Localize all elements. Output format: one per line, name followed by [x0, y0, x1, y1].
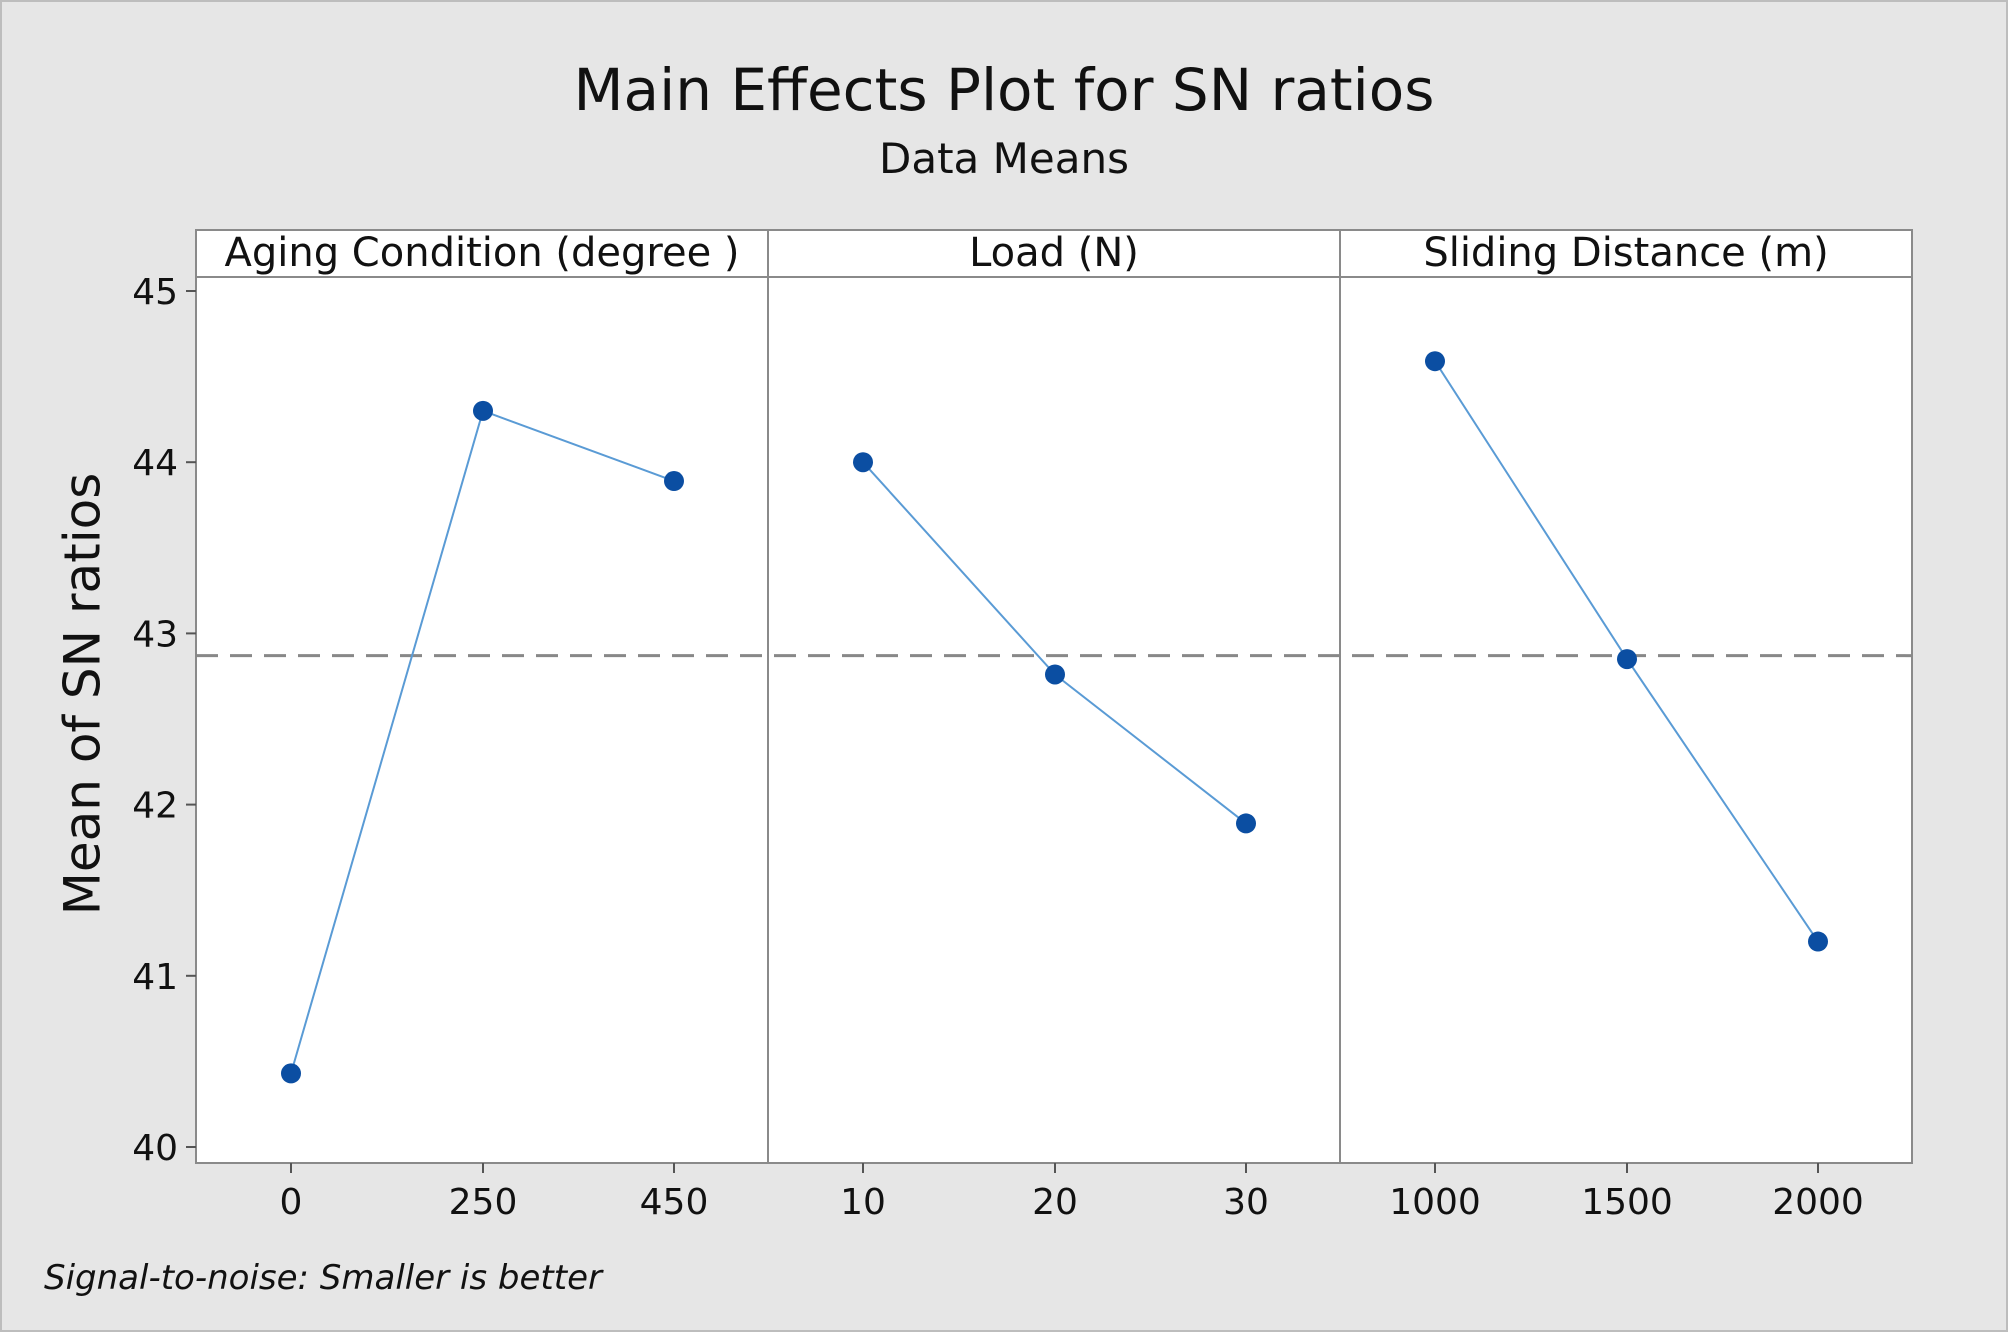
data-point: [1617, 649, 1637, 670]
data-point: [1425, 351, 1445, 372]
footnote: Signal-to-noise: Smaller is better: [44, 1258, 602, 1298]
x-tick-label: 0: [280, 1182, 303, 1223]
panel-title: Load (N): [969, 230, 1139, 276]
panel-title: Sliding Distance (m): [1423, 230, 1828, 276]
x-tick-label: 450: [640, 1182, 709, 1223]
data-point: [664, 471, 684, 492]
y-axis-label: Mean of SN ratios: [52, 472, 111, 916]
y-tick-label: 44: [132, 443, 178, 484]
y-tick-label: 42: [132, 786, 178, 827]
data-point: [281, 1063, 301, 1084]
data-point: [1045, 664, 1065, 685]
x-tick-label: 2000: [1772, 1182, 1864, 1223]
x-tick-label: 250: [449, 1182, 518, 1223]
y-tick-label: 43: [132, 614, 178, 655]
y-tick-label: 45: [132, 272, 178, 313]
data-point: [473, 400, 493, 421]
data-point: [1808, 931, 1828, 952]
data-point: [1236, 813, 1256, 834]
x-tick-label: 20: [1032, 1182, 1078, 1223]
x-tick-label: 30: [1223, 1182, 1269, 1223]
data-point: [853, 452, 873, 473]
panel-title: Aging Condition (degree ): [224, 230, 739, 276]
plot-area: [195, 229, 1913, 1164]
y-tick-label: 41: [132, 957, 178, 998]
x-tick-label: 1500: [1581, 1182, 1673, 1223]
y-tick-label: 40: [132, 1128, 178, 1169]
chart-title: Main Effects Plot for SN ratios: [573, 56, 1435, 124]
x-tick-label: 1000: [1389, 1182, 1481, 1223]
x-tick-label: 10: [840, 1182, 886, 1223]
chart-subtitle: Data Means: [879, 134, 1129, 183]
